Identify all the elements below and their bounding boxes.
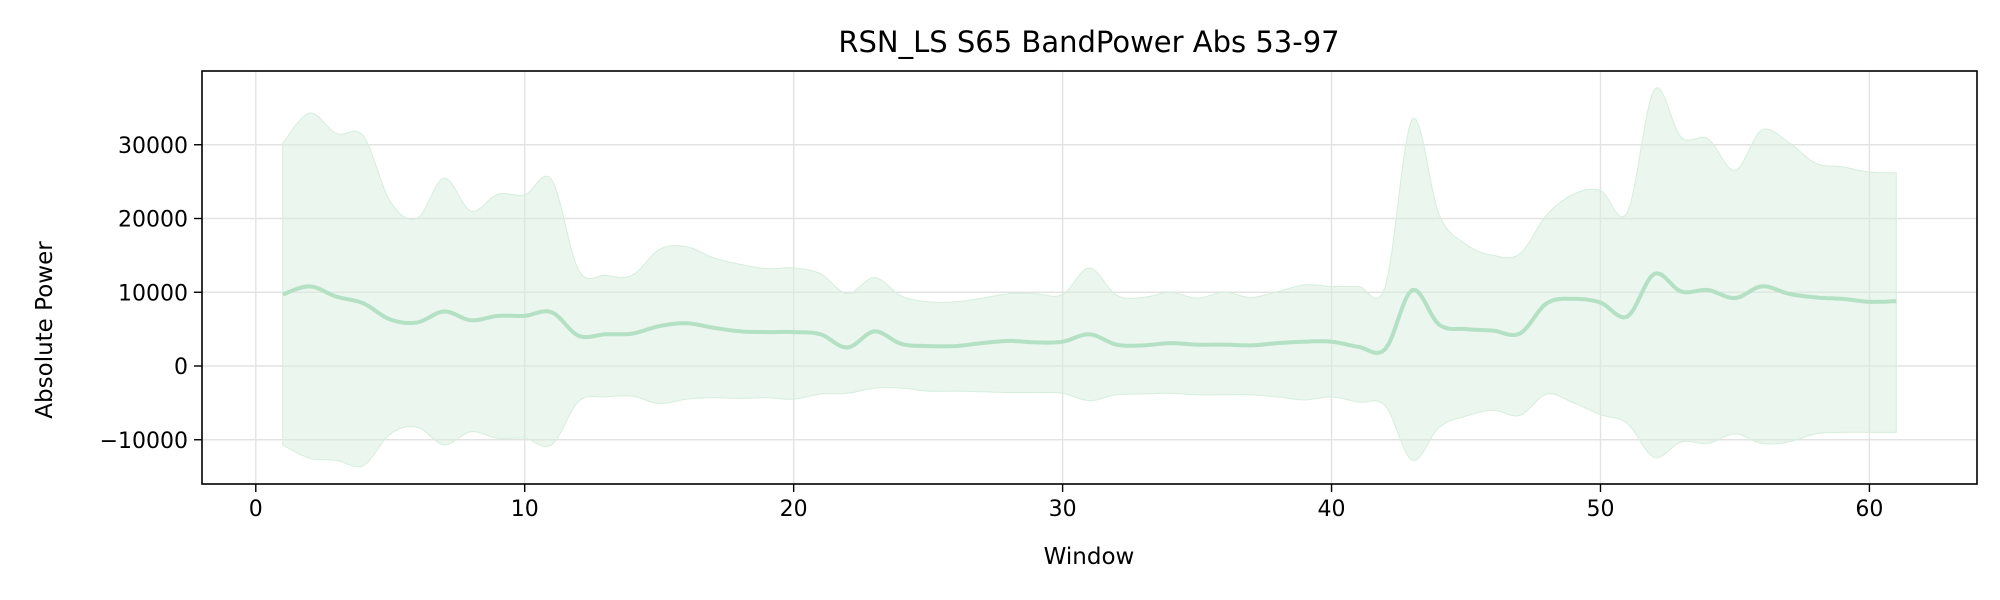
plot-frame bbox=[201, 70, 1978, 485]
x-tick-label: 20 bbox=[780, 497, 808, 522]
y-axis-label: Absolute Power bbox=[32, 241, 58, 419]
x-tick-label: 10 bbox=[511, 497, 539, 522]
axis-ticks: 0 10 20 30 40 50 60 −10000 0 10000 20000 30000 bbox=[100, 134, 1884, 522]
x-tick-label: 30 bbox=[1049, 497, 1077, 522]
y-tick-label: 0 bbox=[174, 355, 188, 380]
x-tick-label: 40 bbox=[1318, 497, 1346, 522]
y-tick-label: 20000 bbox=[118, 208, 188, 233]
chart-title: RSN_LS S65 BandPower Abs 53-97 bbox=[838, 25, 1339, 59]
y-tick-label: 30000 bbox=[118, 134, 188, 159]
std-band bbox=[282, 86, 1897, 468]
mean-line bbox=[281, 271, 1897, 355]
y-tick-label: −10000 bbox=[100, 429, 188, 454]
x-tick-label: 60 bbox=[1855, 497, 1883, 522]
x-tick-label: 0 bbox=[249, 497, 263, 522]
x-tick-label: 50 bbox=[1586, 497, 1614, 522]
y-tick-label: 10000 bbox=[118, 281, 188, 306]
x-axis-label: Window bbox=[1044, 544, 1135, 570]
plot-area bbox=[281, 86, 1897, 468]
